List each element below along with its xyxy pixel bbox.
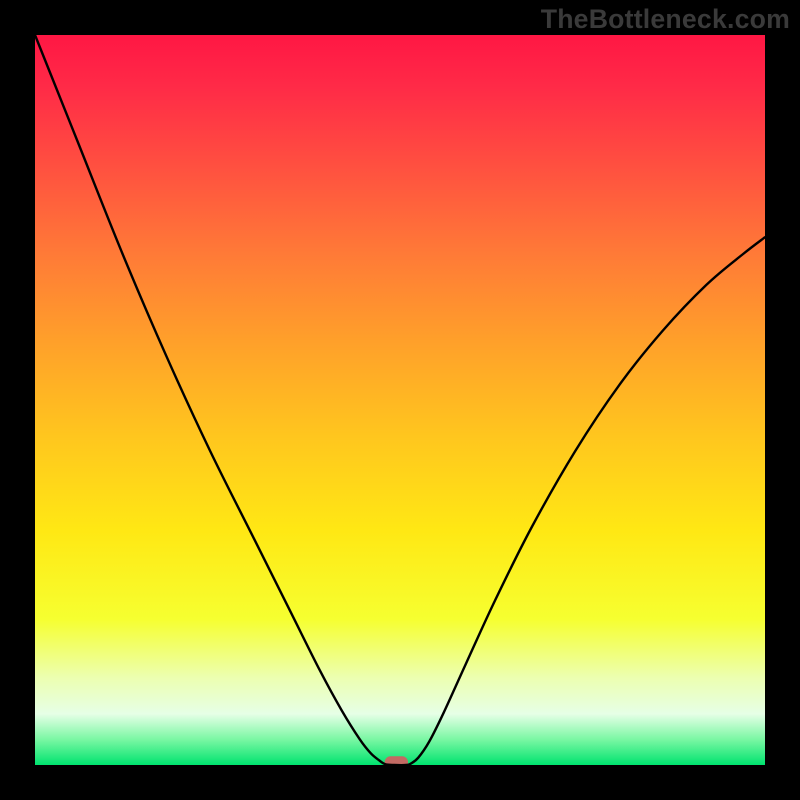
plot-background <box>35 35 765 765</box>
chart-container: { "watermark": { "text": "TheBottleneck.… <box>0 0 800 800</box>
frame-border <box>765 0 800 800</box>
bottleneck-chart <box>0 0 800 800</box>
frame-border <box>0 765 800 800</box>
frame-border <box>0 0 800 35</box>
frame-border <box>0 0 35 800</box>
